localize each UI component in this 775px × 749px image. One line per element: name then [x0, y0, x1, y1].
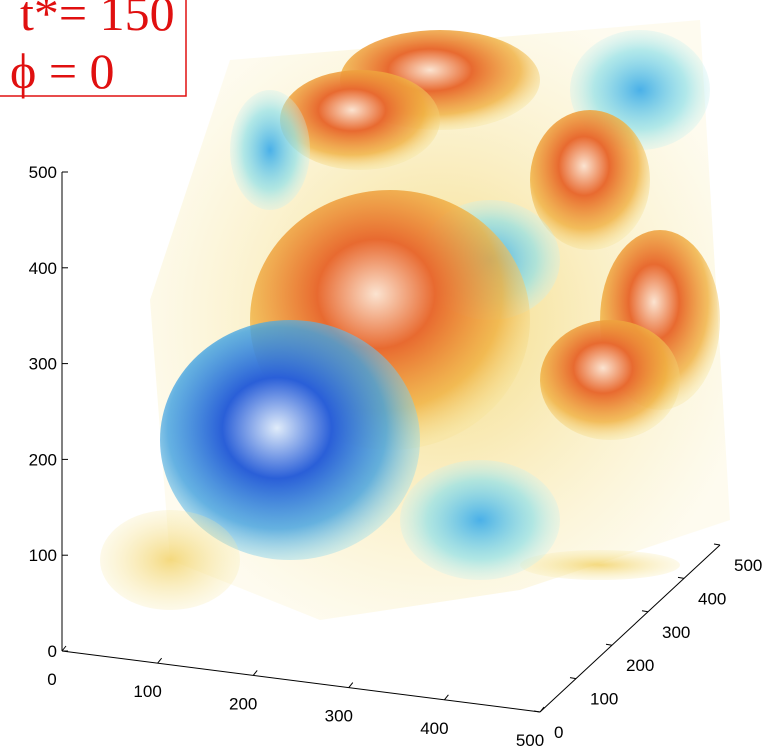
blob: [230, 90, 310, 210]
y-tick-label: 500: [734, 556, 762, 575]
y-tick-label: 200: [626, 656, 654, 675]
x-tick: [539, 706, 545, 713]
y-tick: [569, 677, 577, 680]
x-tick-label: 500: [516, 731, 544, 749]
isosurfaces: [100, 20, 730, 620]
y-axis: [539, 544, 721, 713]
x-tick: [348, 682, 354, 688]
z-tick-label: 500: [29, 163, 57, 182]
annotation-box: [0, 0, 187, 97]
z-tick-label: 200: [29, 450, 57, 469]
x-tick: [444, 694, 449, 701]
blob: [280, 70, 440, 170]
blob: [520, 550, 680, 580]
y-tick-label: 300: [662, 623, 690, 642]
y-tick-label: 100: [590, 690, 618, 709]
z-tick-label: 400: [29, 259, 57, 278]
x-tick-label: 100: [133, 682, 161, 701]
y-tick-label: 400: [698, 589, 726, 608]
y-tick: [641, 610, 649, 613]
z-tick-label: 100: [29, 546, 57, 565]
annotation: ϕ = 0: [10, 43, 115, 99]
y-tick-label: 0: [554, 723, 563, 742]
x-tick-label: 400: [420, 719, 448, 738]
blob: [540, 320, 680, 440]
y-tick: [533, 710, 541, 713]
annotation: t*= 150: [20, 0, 175, 41]
x-tick-label: 200: [229, 694, 257, 713]
z-tick-label: 0: [48, 642, 57, 661]
x-tick: [61, 645, 67, 652]
y-tick: [605, 643, 613, 646]
blob: [100, 510, 240, 610]
x-tick-label: 0: [47, 670, 56, 689]
blob: [400, 460, 560, 580]
y-tick: [713, 543, 721, 546]
blob: [530, 110, 650, 250]
x-axis: [61, 650, 541, 713]
blob: [160, 320, 420, 560]
z-tick-label: 300: [29, 355, 57, 374]
x-tick-label: 300: [325, 707, 353, 726]
x-tick: [252, 670, 258, 676]
x-tick: [157, 657, 162, 664]
y-tick: [677, 576, 685, 579]
